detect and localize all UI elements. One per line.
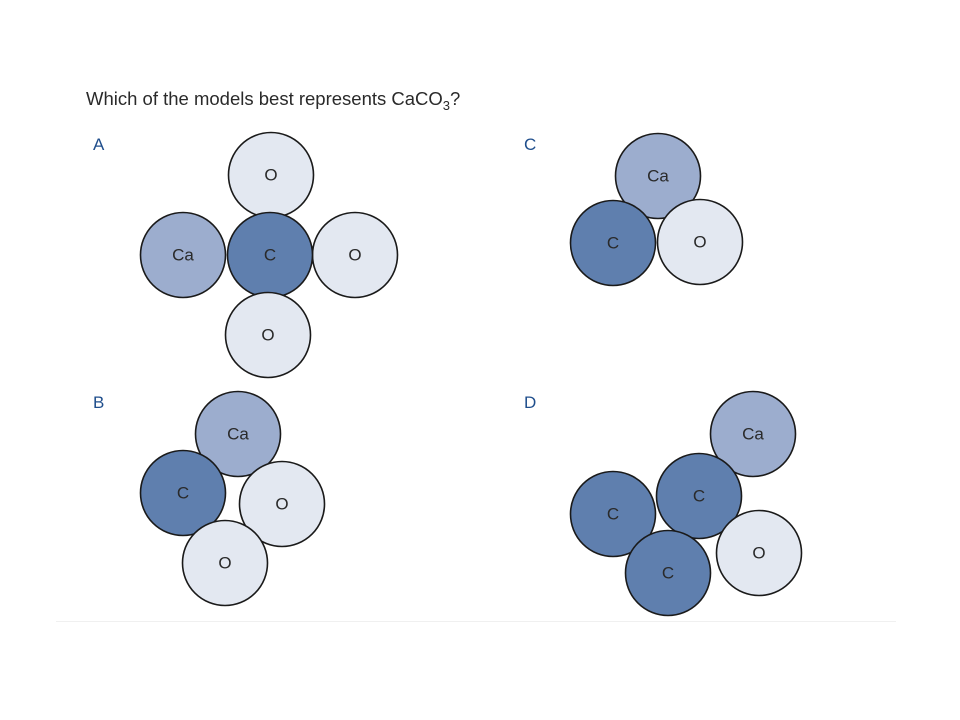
- svg-text:O: O: [752, 544, 765, 563]
- svg-text:Ca: Ca: [647, 167, 669, 186]
- divider: [56, 621, 896, 622]
- question-suffix: ?: [450, 88, 461, 109]
- question-prefix: Which of the models best represents CaCO: [86, 88, 443, 109]
- option-b-letter[interactable]: B: [93, 393, 105, 412]
- option-d-model[interactable]: Ca C O C C: [569, 390, 803, 617]
- carbon-atom: C: [624, 529, 712, 617]
- carbon-atom: C: [569, 470, 657, 558]
- question-text: Which of the models best represents CaCO…: [86, 88, 461, 113]
- question-subscript: 3: [442, 98, 451, 113]
- oxygen-atom: O: [181, 519, 269, 607]
- svg-text:C: C: [607, 234, 619, 253]
- calcium-atom: Ca: [194, 390, 282, 478]
- oxygen-atom: O: [224, 291, 312, 379]
- svg-text:Ca: Ca: [227, 425, 249, 444]
- svg-text:Ca: Ca: [742, 425, 764, 444]
- calcium-atom: Ca: [139, 211, 227, 299]
- oxygen-atom: O: [238, 460, 326, 548]
- svg-text:Ca: Ca: [172, 246, 194, 265]
- oxygen-atom: O: [715, 509, 803, 597]
- svg-text:C: C: [607, 505, 619, 524]
- svg-text:O: O: [348, 246, 361, 265]
- calcium-atom: Ca: [709, 390, 797, 478]
- svg-text:C: C: [177, 484, 189, 503]
- svg-text:O: O: [261, 326, 274, 345]
- carbon-atom: C: [139, 449, 227, 537]
- option-b-model[interactable]: Ca C O O: [139, 390, 326, 607]
- oxygen-atom: O: [227, 131, 315, 219]
- carbon-atom: C: [569, 199, 657, 287]
- svg-text:O: O: [218, 554, 231, 573]
- calcium-atom: Ca: [614, 132, 702, 220]
- svg-text:C: C: [693, 487, 705, 506]
- option-a-model[interactable]: O Ca O C O: [139, 131, 399, 379]
- oxygen-atom: O: [311, 211, 399, 299]
- oxygen-atom: O: [656, 198, 744, 286]
- option-c-model[interactable]: Ca C O: [569, 132, 744, 287]
- option-c-letter[interactable]: C: [524, 135, 537, 154]
- carbon-atom: C: [655, 452, 743, 540]
- svg-text:C: C: [264, 246, 276, 265]
- carbon-atom: C: [226, 211, 314, 299]
- svg-text:O: O: [275, 495, 288, 514]
- svg-text:O: O: [693, 233, 706, 252]
- svg-text:C: C: [662, 564, 674, 583]
- option-a-letter[interactable]: A: [93, 135, 105, 154]
- option-d-letter[interactable]: D: [524, 393, 537, 412]
- svg-text:O: O: [264, 166, 277, 185]
